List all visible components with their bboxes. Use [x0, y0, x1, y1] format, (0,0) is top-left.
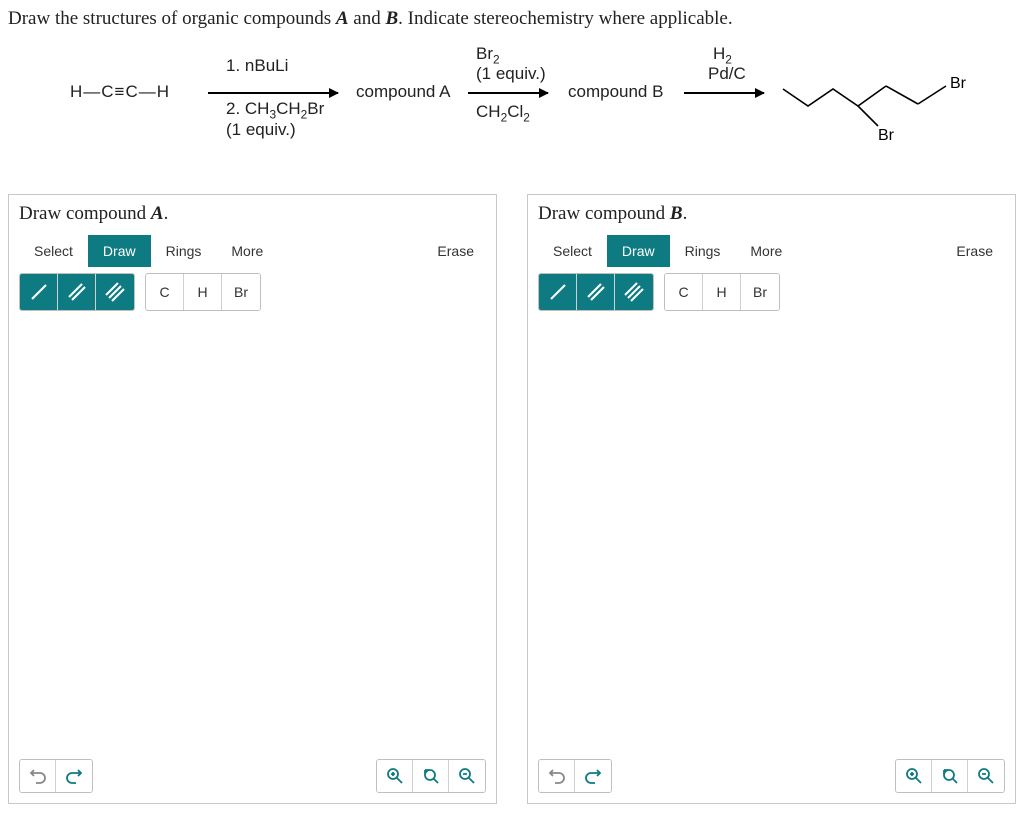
start-molecule: H—C≡C—H: [70, 82, 170, 102]
tab-draw[interactable]: Draw: [607, 235, 670, 267]
single-bond-button[interactable]: [539, 274, 577, 310]
atom-br-button[interactable]: Br: [741, 274, 779, 310]
atom-tool-group: C H Br: [145, 273, 261, 311]
drawing-canvas-a[interactable]: [19, 317, 486, 753]
br-label-1: Br: [878, 127, 895, 144]
bond-tool-group: [19, 273, 135, 311]
panel-b-tools: C H Br: [538, 273, 1005, 311]
redo-button[interactable]: [575, 760, 611, 792]
undo-button[interactable]: [20, 760, 56, 792]
panel-b-tabs: Select Draw Rings More Erase: [538, 235, 1005, 267]
undo-button[interactable]: [539, 760, 575, 792]
step1-reagent-bottom: 2. CH3CH2Br: [226, 99, 324, 121]
drawing-canvas-b[interactable]: [538, 317, 1005, 753]
undo-redo-group: [538, 759, 612, 793]
zoom-reset-button[interactable]: [413, 760, 449, 792]
step3-catalyst: Pd/C: [708, 64, 746, 84]
step1-equiv: (1 equiv.): [226, 120, 296, 140]
zoom-out-button[interactable]: [449, 760, 485, 792]
panel-a-tabs: Select Draw Rings More Erase: [19, 235, 486, 267]
compound-a-label: compound A: [356, 82, 451, 102]
atom-h-button[interactable]: H: [184, 274, 222, 310]
atom-c-button[interactable]: C: [665, 274, 703, 310]
bond-tool-group: [538, 273, 654, 311]
redo-button[interactable]: [56, 760, 92, 792]
panel-a-bottom-controls: [19, 759, 486, 793]
zoom-out-button[interactable]: [968, 760, 1004, 792]
tab-select[interactable]: Select: [538, 235, 607, 267]
step1-reagent-top: 1. nBuLi: [226, 56, 288, 76]
tab-rings[interactable]: Rings: [151, 235, 217, 267]
tab-more[interactable]: More: [735, 235, 797, 267]
zoom-in-button[interactable]: [377, 760, 413, 792]
tab-more[interactable]: More: [216, 235, 278, 267]
step2-solvent: CH2Cl2: [476, 102, 530, 124]
panel-a-tools: C H Br: [19, 273, 486, 311]
triple-bond-button[interactable]: [615, 274, 653, 310]
product-structure: Br Br: [778, 54, 1008, 144]
draw-panel-b: Draw compound B. Select Draw Rings More …: [527, 194, 1016, 804]
step2-reagent-equiv: (1 equiv.): [476, 64, 546, 84]
arrow-2: [468, 92, 548, 94]
tab-draw[interactable]: Draw: [88, 235, 151, 267]
zoom-group: [376, 759, 486, 793]
draw-panel-a: Draw compound A. Select Draw Rings More …: [8, 194, 497, 804]
double-bond-button[interactable]: [58, 274, 96, 310]
arrow-1: [208, 92, 338, 94]
tab-rings[interactable]: Rings: [670, 235, 736, 267]
compound-b-label: compound B: [568, 82, 663, 102]
zoom-group: [895, 759, 1005, 793]
arrow-3: [684, 92, 764, 94]
atom-br-button[interactable]: Br: [222, 274, 260, 310]
triple-bond-button[interactable]: [96, 274, 134, 310]
tab-select[interactable]: Select: [19, 235, 88, 267]
double-bond-button[interactable]: [577, 274, 615, 310]
reaction-scheme: H—C≡C—H 1. nBuLi 2. CH3CH2Br (1 equiv.) …: [8, 44, 1016, 164]
zoom-in-button[interactable]: [896, 760, 932, 792]
single-bond-button[interactable]: [20, 274, 58, 310]
erase-button[interactable]: Erase: [944, 236, 1005, 266]
panel-b-bottom-controls: [538, 759, 1005, 793]
atom-h-button[interactable]: H: [703, 274, 741, 310]
undo-redo-group: [19, 759, 93, 793]
atom-c-button[interactable]: C: [146, 274, 184, 310]
panel-b-title: Draw compound B.: [538, 203, 1005, 225]
panel-a-title: Draw compound A.: [19, 203, 486, 225]
question-text: Draw the structures of organic compounds…: [8, 8, 1016, 30]
zoom-reset-button[interactable]: [932, 760, 968, 792]
br-label-2: Br: [950, 75, 967, 92]
atom-tool-group: C H Br: [664, 273, 780, 311]
erase-button[interactable]: Erase: [425, 236, 486, 266]
